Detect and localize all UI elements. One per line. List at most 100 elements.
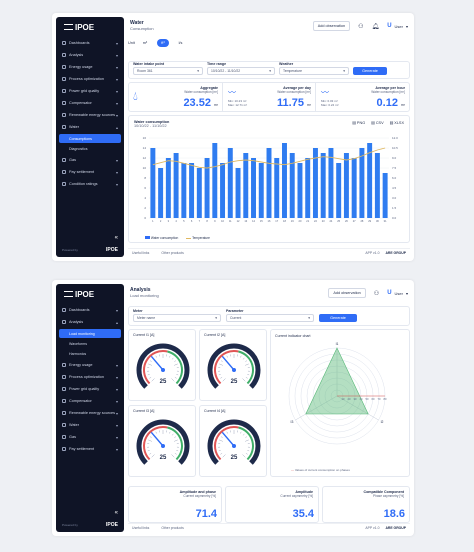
useful-links[interactable]: Useful links <box>132 526 150 530</box>
unit-option[interactable]: ft³ <box>157 39 169 47</box>
bar <box>173 153 179 218</box>
gauge-tick <box>226 431 228 434</box>
nav-icon <box>62 320 66 324</box>
other-products[interactable]: Other products <box>161 526 184 530</box>
y2-tick-label: 1.5 <box>392 206 397 210</box>
sidebar-item-compensator[interactable]: Compensator ▾ <box>59 395 121 407</box>
sidebar-item-energy-usage[interactable]: Energy usage ▾ <box>59 61 121 73</box>
parameter-select[interactable]: Current ▾ <box>226 314 314 322</box>
radar-area <box>305 347 369 415</box>
sidebar-item-power-grid-quality[interactable]: Power grid quality ▾ <box>59 85 121 97</box>
x-tick-label: 26 <box>345 219 348 223</box>
logo: IPOE <box>56 17 124 37</box>
export-csv-button[interactable]: ▤ CSV <box>371 121 384 125</box>
sidebar-subitem[interactable]: Load monitoring <box>59 329 121 338</box>
sidebar-item-pay-settlement[interactable]: Pay settlement ▾ <box>59 443 121 455</box>
chevron-down-icon: ▾ <box>115 307 118 313</box>
weather-select[interactable]: Temperature ▾ <box>279 67 349 75</box>
unit-option[interactable]: l/s <box>178 41 183 45</box>
sidebar-item-dashboards[interactable]: Dashboards ▾ <box>59 37 121 49</box>
kpi-average-hour: 〰 Average per hour Water consumption [m³]… <box>315 83 409 111</box>
sidebar-item-condition-ratings[interactable]: Condition ratings ▾ <box>59 178 121 190</box>
sidebar-item-water[interactable]: Water ▴ <box>59 121 121 133</box>
gauge-tick <box>226 355 228 358</box>
sidebar-item-analysis[interactable]: Analysis ▴ <box>59 316 121 328</box>
x-tick-label: 2 <box>160 219 162 223</box>
collapse-sidebar-icon[interactable]: « <box>114 510 118 516</box>
sidebar-subitem[interactable]: Harmonics <box>69 351 87 356</box>
meter-select[interactable]: Meter name ▾ <box>133 314 221 322</box>
sidebar-item-renewable-energy-sources[interactable]: Renewable energy sources ▾ <box>59 407 121 419</box>
sidebar-item-gas[interactable]: Gas ▾ <box>59 154 121 166</box>
gauge-card: Current I1 [A] 25 <box>128 329 196 401</box>
chevron-down-icon: ▾ <box>115 112 118 118</box>
radar-scale-label: 70 <box>378 397 381 401</box>
sidebar-item-label: Power grid quality <box>69 387 100 391</box>
sidebar-item-power-grid-quality[interactable]: Power grid quality ▾ <box>59 383 121 395</box>
network-icon[interactable]: ⚇ <box>373 290 380 297</box>
x-tick-label: 25 <box>337 219 340 223</box>
sidebar-item-process-optimization[interactable]: Process optimization ▾ <box>59 371 121 383</box>
x-tick-label: 31 <box>384 219 387 223</box>
sidebar-item-dashboards[interactable]: Dashboards ▾ <box>59 304 121 316</box>
user-avatar-icon: U <box>387 23 392 29</box>
bar <box>227 148 233 218</box>
export-png-button[interactable]: ▤ PNG <box>352 121 366 125</box>
sidebar-subitem[interactable]: Waveforms <box>69 341 88 346</box>
sidebar-subitem[interactable]: Consumptions <box>59 134 121 143</box>
sidebar-item-label: Dashboards <box>69 308 90 312</box>
gauge-title: Current I3 [A] <box>133 409 155 413</box>
unit-option[interactable]: m³ <box>142 41 148 45</box>
gauge-value: 25 <box>160 455 167 461</box>
bar <box>181 163 187 218</box>
gauge-tick <box>151 454 155 458</box>
chevron-down-icon: ▾ <box>115 374 118 380</box>
useful-links[interactable]: Useful links <box>132 251 150 255</box>
gauge-tick <box>174 377 177 379</box>
nav-icon <box>62 158 66 162</box>
sidebar-item-water[interactable]: Water ▾ <box>59 419 121 431</box>
legend-item: Water consumption <box>145 236 178 240</box>
gauge: 25 <box>207 419 261 465</box>
nav-icon <box>62 435 66 439</box>
generate-button[interactable]: Generate <box>353 67 387 75</box>
bar <box>297 163 303 218</box>
gauge-arc <box>143 426 168 461</box>
gauge-tick <box>220 436 223 438</box>
generate-button[interactable]: Generate <box>319 314 357 322</box>
sidebar-item-pay-settlement[interactable]: Pay settlement ▾ <box>59 166 121 178</box>
network-icon[interactable]: ⚇ <box>358 23 364 30</box>
sidebar-item-process-optimization[interactable]: Process optimization ▾ <box>59 73 121 85</box>
sidebar-item-energy-usage[interactable]: Energy usage ▾ <box>59 359 121 371</box>
sidebar-item-compensator[interactable]: Compensator ▾ <box>59 97 121 109</box>
x-tick-label: 9 <box>214 219 216 223</box>
time-range-select[interactable]: 10/10/22 - 11/10/22 ▾ <box>207 67 275 75</box>
y-tick-label: 12 <box>143 156 147 160</box>
sidebar-item-gas[interactable]: Gas ▾ <box>59 431 121 443</box>
x-tick-label: 1 <box>152 219 154 223</box>
x-tick-label: 3 <box>168 219 170 223</box>
nav-icon <box>62 41 66 45</box>
intake-point-select[interactable]: Room 361 ▾ <box>133 67 203 75</box>
gauge-arc <box>136 419 190 465</box>
y-tick-label: 14 <box>143 146 147 150</box>
sidebar-subitem[interactable]: Diagnostics <box>69 146 88 151</box>
sidebar-item-renewable-energy-sources[interactable]: Renewable energy sources ▾ <box>59 109 121 121</box>
chevron-down-icon: ▾ <box>115 64 118 70</box>
add-observation-button[interactable]: Add observation <box>328 288 366 298</box>
bell-icon[interactable]: 🔔︎ <box>371 23 380 30</box>
other-products[interactable]: Other products <box>161 251 184 255</box>
sidebar-nav: Dashboards ▾ Analysis ▾ Energy usage ▾ Process… <box>56 37 124 190</box>
user-menu[interactable]: U User ▾ <box>387 23 408 29</box>
user-menu[interactable]: U User ▾ <box>387 290 408 296</box>
nav-icon <box>62 399 66 403</box>
gauge-tick <box>148 439 152 442</box>
gauge-tick <box>169 431 171 434</box>
export-xlsx-button[interactable]: ▤ XLSX <box>389 121 404 125</box>
sidebar-item-analysis[interactable]: Analysis ▾ <box>59 49 121 61</box>
collapse-sidebar-icon[interactable]: « <box>114 235 118 241</box>
add-observation-button[interactable]: Add observation <box>312 21 351 31</box>
bar <box>251 158 256 218</box>
gauge-tick <box>245 453 248 455</box>
gauge-tick <box>174 363 178 366</box>
